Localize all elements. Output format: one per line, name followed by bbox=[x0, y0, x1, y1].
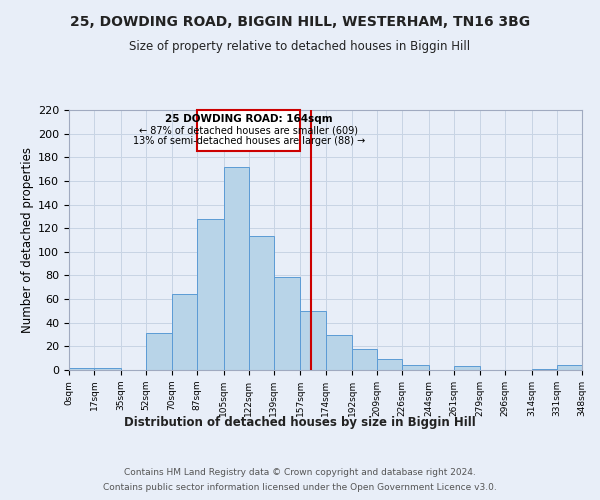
Text: Distribution of detached houses by size in Biggin Hill: Distribution of detached houses by size … bbox=[124, 416, 476, 429]
Bar bbox=[454, 366, 480, 370]
Text: Contains public sector information licensed under the Open Government Licence v3: Contains public sector information licen… bbox=[103, 483, 497, 492]
Bar bbox=[532, 369, 557, 370]
Bar bbox=[377, 360, 402, 370]
Bar bbox=[325, 334, 352, 370]
Text: 25 DOWDING ROAD: 164sqm: 25 DOWDING ROAD: 164sqm bbox=[165, 114, 332, 124]
Bar bbox=[197, 218, 224, 370]
Text: 13% of semi-detached houses are larger (88) →: 13% of semi-detached houses are larger (… bbox=[133, 136, 365, 145]
Text: Contains HM Land Registry data © Crown copyright and database right 2024.: Contains HM Land Registry data © Crown c… bbox=[124, 468, 476, 477]
Bar bbox=[146, 334, 172, 370]
Bar bbox=[557, 366, 582, 370]
Text: Size of property relative to detached houses in Biggin Hill: Size of property relative to detached ho… bbox=[130, 40, 470, 53]
Bar bbox=[94, 368, 121, 370]
Bar bbox=[249, 236, 274, 370]
Bar bbox=[402, 366, 428, 370]
Bar bbox=[69, 368, 94, 370]
Bar bbox=[274, 276, 301, 370]
Text: ← 87% of detached houses are smaller (609): ← 87% of detached houses are smaller (60… bbox=[139, 125, 358, 135]
Bar bbox=[172, 294, 197, 370]
FancyBboxPatch shape bbox=[197, 110, 301, 152]
Bar bbox=[224, 166, 249, 370]
Bar bbox=[352, 348, 377, 370]
Text: 25, DOWDING ROAD, BIGGIN HILL, WESTERHAM, TN16 3BG: 25, DOWDING ROAD, BIGGIN HILL, WESTERHAM… bbox=[70, 15, 530, 29]
Y-axis label: Number of detached properties: Number of detached properties bbox=[21, 147, 34, 333]
Bar bbox=[301, 311, 325, 370]
